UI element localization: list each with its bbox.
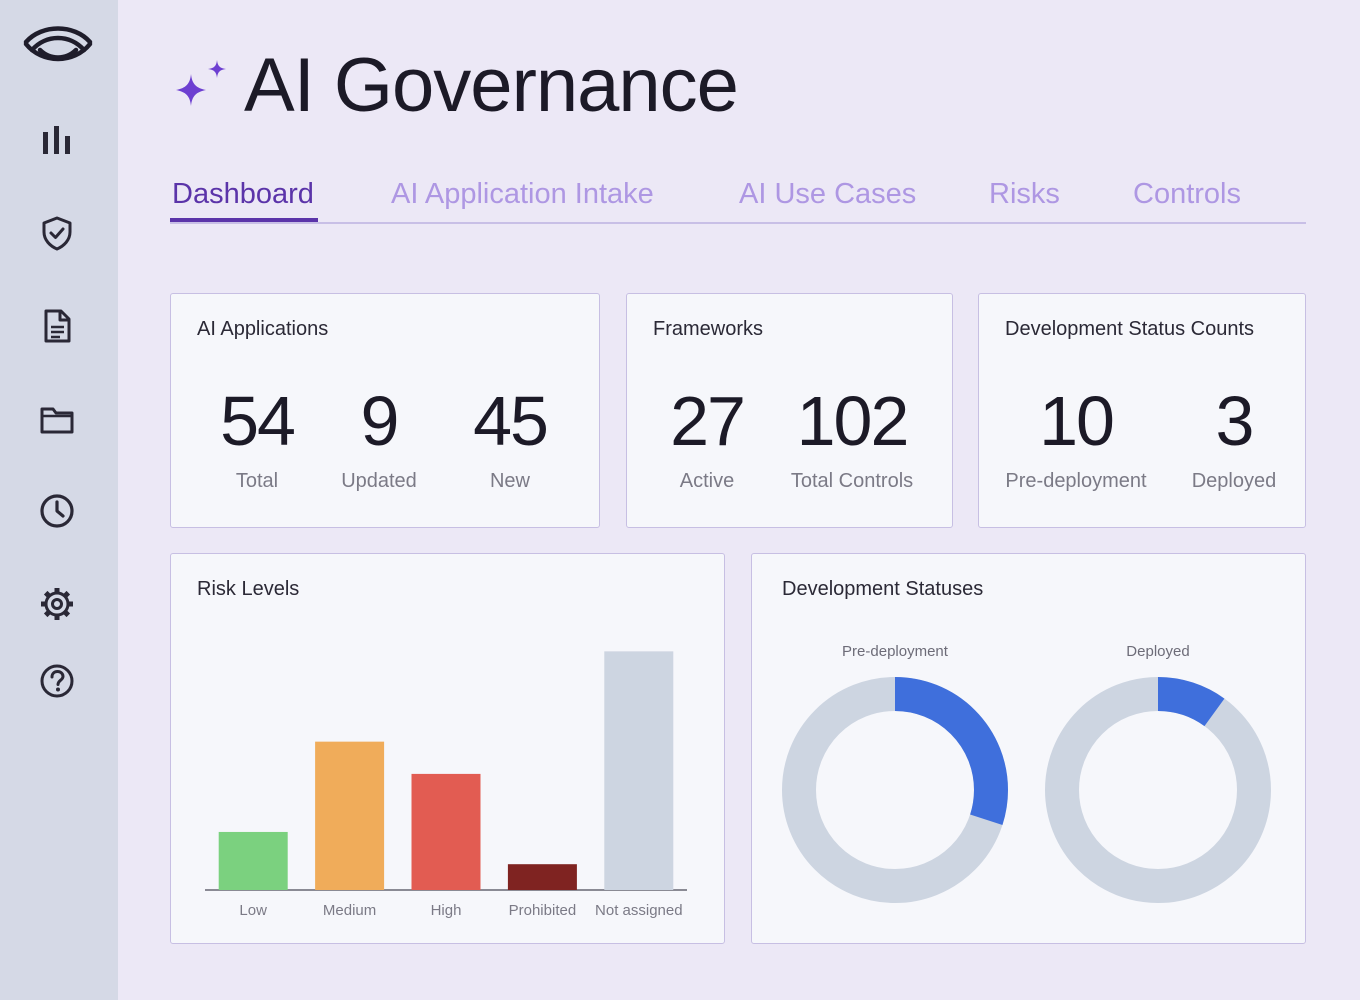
bar-medium[interactable] [315,741,385,890]
sidebar [0,0,118,1000]
stat-label: Total Controls [790,470,914,492]
stat-value: 54 [220,382,296,460]
card-title: Risk Levels [197,578,300,600]
ai-applications-card[interactable]: AI Applications 54 Total 9 Updated 45 Ne… [170,293,600,528]
bar-high[interactable] [411,773,481,890]
stat-value: 27 [670,382,746,460]
development-status-counts-card[interactable]: Development Status Counts 10 Pre-deploym… [978,293,1306,528]
stat-label: Total [235,470,279,492]
card-title: Development Status Counts [1005,318,1255,340]
donut-segment-deployed[interactable] [1045,677,1271,903]
sidebar-item-analytics[interactable] [36,120,78,162]
stat-value: 102 [796,382,910,460]
card-title: Development Statuses [782,578,984,600]
bar-low[interactable] [218,831,288,890]
sparkle-icon [176,60,226,106]
sidebar-item-history[interactable] [36,490,78,532]
bar-chart-icon [43,126,70,154]
document-icon [44,309,71,343]
frameworks-card[interactable]: Frameworks 27 Active 102 Total Controls [626,293,953,528]
stat-label: Pre-deployment [1005,470,1147,492]
stat-updated: 9 Updated [329,386,429,493]
active-tab-indicator [170,218,318,222]
page-title: AI Governance [244,42,739,128]
sidebar-item-security[interactable] [36,212,78,254]
card-title: Frameworks [653,318,764,340]
stat-pre-deployment: 10 Pre-deployment [1001,386,1151,493]
x-tick-label: Low [239,902,267,919]
tab-ai-application-intake[interactable]: AI Application Intake [391,178,654,210]
stat-label: Updated [341,470,417,492]
risk-levels-card[interactable]: Risk Levels Low Medium High Prohibited Not a… [170,553,725,944]
x-tick-label: Not assigned [595,902,683,919]
donut-label-pre-deployment: Pre-deployment [842,643,949,660]
sidebar-item-settings[interactable] [36,583,78,625]
shield-check-icon [42,216,72,251]
stat-value: 3 [1215,382,1255,460]
help-icon [40,664,74,698]
bar-not-assigned[interactable] [604,651,674,890]
tab-risks[interactable]: Risks [989,178,1060,210]
page-header: AI Governance [168,40,739,130]
stat-label: Deployed [1191,470,1277,492]
folder-icon [40,407,74,434]
stat-deployed: 3 Deployed [1179,386,1289,493]
sidebar-item-folders[interactable] [36,398,78,440]
tab-controls[interactable]: Controls [1133,178,1241,210]
gear-icon [41,588,73,620]
stat-new: 45 New [460,386,560,493]
stat-value: 45 [473,382,549,460]
sidebar-item-help[interactable] [36,660,78,702]
development-statuses-chart: Pre-deployment Deployed [782,643,1271,903]
x-tick-label: Medium [323,902,376,919]
stat-label: New [489,470,530,492]
tab-bar: Dashboard AI Application Intake AI Use C… [170,170,1306,224]
development-statuses-card[interactable]: Development Statuses Pre-deployment Deplo… [751,553,1306,944]
risk-levels-chart: Low Medium High Prohibited Not assigned [205,651,687,919]
bar-prohibited[interactable] [507,864,577,890]
stat-value: 9 [360,382,400,460]
tab-dashboard[interactable]: Dashboard [172,178,314,210]
stat-total: 54 Total [207,386,307,493]
card-title: AI Applications [197,318,329,340]
x-tick-label: Prohibited [509,902,577,919]
stat-active: 27 Active [657,386,757,493]
clock-icon [40,494,74,528]
tab-ai-use-cases[interactable]: AI Use Cases [739,178,917,210]
sidebar-item-documents[interactable] [36,305,78,347]
donut-label-deployed: Deployed [1126,643,1189,660]
donut-track-deployed [1045,677,1271,903]
donut-segment-pre-deployment[interactable] [782,677,1008,903]
stat-label: Active [679,470,735,492]
stat-value: 10 [1039,382,1115,460]
x-tick-label: High [431,902,462,919]
stat-total-controls: 102 Total Controls [777,386,927,493]
app-logo[interactable] [22,20,94,74]
